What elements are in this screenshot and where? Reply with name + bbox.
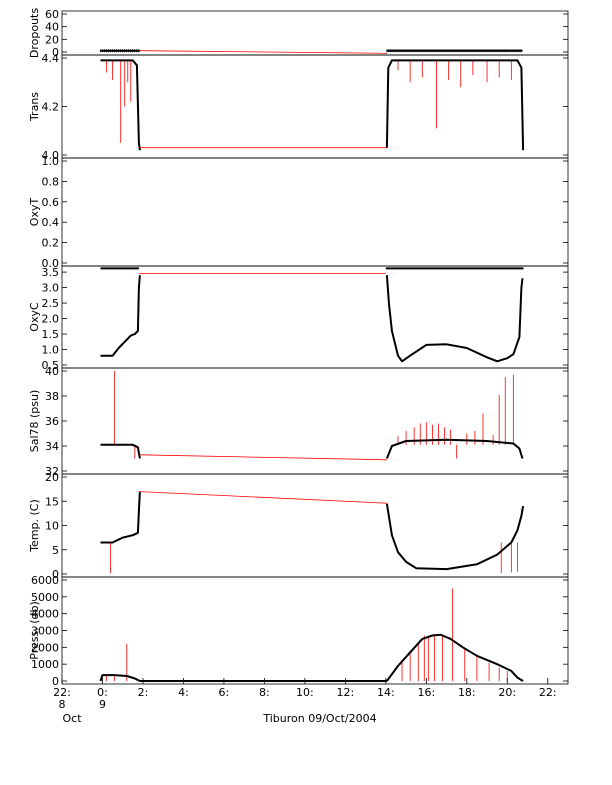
x-tick-label: 10: xyxy=(296,686,314,699)
x-tick-label: 12: xyxy=(337,686,355,699)
chart-title: Tiburon 09/Oct/2004 xyxy=(262,712,376,725)
y-tick-label: 1000 xyxy=(31,658,59,671)
y-tick-label: 60 xyxy=(45,8,59,21)
y-tick-label: 4.2 xyxy=(42,101,60,114)
x-tick-label: 0: xyxy=(97,686,108,699)
x-tick-label: 14: xyxy=(377,686,395,699)
x-tick-label: 18: xyxy=(458,686,476,699)
y-axis-label: Temp. (C) xyxy=(28,499,41,553)
y-axis-label: Dropouts xyxy=(28,8,41,58)
y-tick-label: 15 xyxy=(45,495,59,508)
x-tick-label: 20: xyxy=(498,686,516,699)
y-tick-label: 20 xyxy=(45,33,59,46)
data-series-3 xyxy=(386,633,524,682)
data-series-5 xyxy=(385,275,524,363)
x-tick-label: 16: xyxy=(417,686,435,699)
y-tick-label: 0.4 xyxy=(42,216,60,229)
data-series-4 xyxy=(100,275,141,357)
y-tick-label: 36 xyxy=(45,415,59,428)
y-tick-label: 0.2 xyxy=(42,237,60,250)
y-tick-label: 5 xyxy=(52,544,59,557)
y-tick-label: 0 xyxy=(52,675,59,688)
data-series-1 xyxy=(100,59,141,151)
y-tick-label: 0.8 xyxy=(42,175,60,188)
x-axis-month-label: Oct xyxy=(62,712,82,725)
y-tick-label: 0 xyxy=(52,46,59,59)
y-axis-label: OxyC xyxy=(28,302,41,332)
data-series-3 xyxy=(385,438,524,459)
y-tick-label: 40 xyxy=(45,21,59,34)
y-tick-label: 1.0 xyxy=(42,155,60,168)
y-tick-label: 5000 xyxy=(31,591,59,604)
y-tick-label: 3.0 xyxy=(42,282,60,295)
x-tick-sublabel: 8 xyxy=(59,698,66,711)
y-tick-label: 2000 xyxy=(31,641,59,654)
panel-2: 4.0 4.2 4.4 Trans xyxy=(28,52,569,162)
data-series-2 xyxy=(139,491,387,504)
y-tick-label: 4000 xyxy=(31,608,59,621)
data-series-1 xyxy=(100,491,141,544)
y-axis-label: OxyT xyxy=(28,198,41,227)
x-tick-label: 2: xyxy=(138,686,149,699)
x-tick-label: 22: xyxy=(539,686,557,699)
data-series-1 xyxy=(99,674,141,682)
y-tick-label: 4.4 xyxy=(42,52,60,65)
y-tick-label: 3.5 xyxy=(42,266,60,279)
y-tick-label: 2.5 xyxy=(42,297,60,310)
data-series-2 xyxy=(139,454,387,461)
x-tick-label: 8: xyxy=(259,686,270,699)
data-series-1 xyxy=(100,443,141,459)
panel-frame xyxy=(61,157,569,267)
y-tick-label: 40 xyxy=(45,365,59,378)
y-tick-label: 1.0 xyxy=(42,344,60,357)
y-tick-label: 0.6 xyxy=(42,196,60,209)
y-tick-label: 0.0 xyxy=(42,257,60,270)
data-series-3 xyxy=(139,50,387,54)
y-tick-label: 2.0 xyxy=(42,313,60,326)
panel-4: 0.5 1.0 1.5 2.0 2.5 3.0 3.5 OxyC xyxy=(28,265,569,372)
y-tick-label: 0.5 xyxy=(42,359,60,372)
y-tick-label: 20 xyxy=(45,471,59,484)
x-tick-label: 4: xyxy=(178,686,189,699)
y-tick-label: 4.0 xyxy=(42,149,60,162)
x-tick-label: 22: xyxy=(53,686,71,699)
panel-frame xyxy=(61,10,569,56)
panel-3: 0.0 0.2 0.4 0.6 0.8 1.0 OxyT xyxy=(28,155,569,270)
y-tick-label: 1.5 xyxy=(42,328,60,341)
x-tick-label: 6: xyxy=(219,686,230,699)
y-axis-label: Sal78 (psu) xyxy=(28,390,41,453)
y-axis-label: Press. (db) xyxy=(28,601,41,660)
y-tick-label: 10 xyxy=(45,520,59,533)
data-series-3 xyxy=(385,59,525,151)
panel-6: 0 5 10 15 20 Temp. (C) xyxy=(28,471,569,581)
y-tick-label: 32 xyxy=(45,465,59,478)
y-tick-label: 0 xyxy=(52,568,59,581)
y-axis-label: Trans xyxy=(28,92,41,122)
y-tick-label: 38 xyxy=(45,390,59,403)
panel-frame xyxy=(61,576,569,685)
y-tick-label: 34 xyxy=(45,440,59,453)
data-series-3 xyxy=(385,503,525,571)
y-tick-label: 3000 xyxy=(31,625,59,638)
panel-7: 0 1000 2000 3000 4000 5000 6000 Press. (db) xyxy=(28,574,569,688)
panel-5: 32 34 36 38 40 Sal78 (psu) xyxy=(28,365,569,478)
x-tick-sublabel: 9 xyxy=(99,698,106,711)
y-tick-label: 6000 xyxy=(31,574,59,587)
x-axis: 22:80:92: 4: 6: 8: 10: 12: 14: 16: 18: 20: 22: xyxy=(53,678,557,711)
